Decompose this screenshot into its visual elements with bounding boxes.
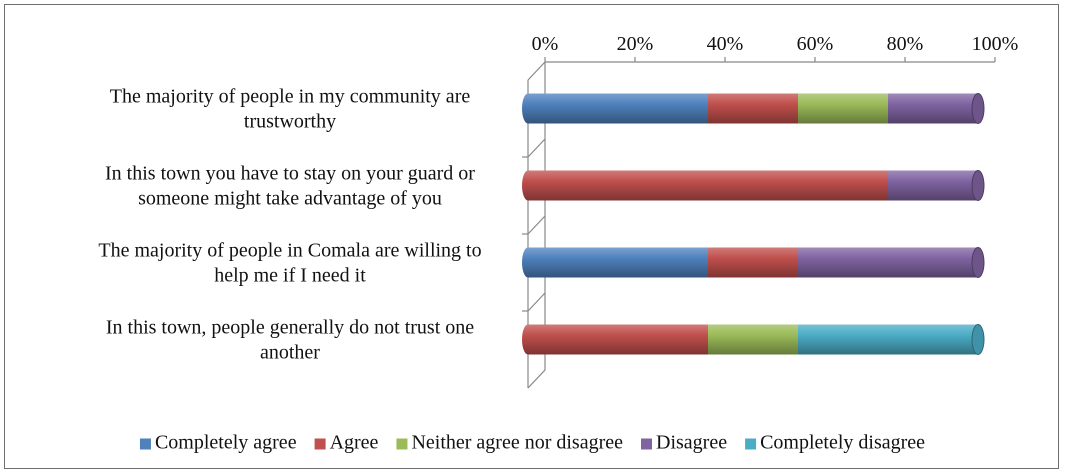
- legend-swatch: [396, 438, 408, 450]
- bar-segment: [798, 247, 978, 278]
- axis-wall: [527, 62, 546, 389]
- legend-label: Neither agree nor disagree: [411, 432, 623, 454]
- x-tick-label: 0%: [532, 33, 559, 55]
- bar-start-cap: [522, 170, 534, 201]
- category-separator: [527, 215, 546, 235]
- category-label: The majority of people in Comala are wil…: [98, 240, 481, 262]
- category-label: someone might take advantage of you: [138, 188, 442, 210]
- x-tick-label: 40%: [707, 33, 744, 55]
- x-tick-label: 80%: [887, 33, 924, 55]
- legend-label: Completely agree: [155, 432, 297, 454]
- category-labels: The majority of people in my community a…: [98, 86, 481, 364]
- bar-segment: [888, 170, 978, 201]
- legend-label: Agree: [330, 432, 379, 454]
- legend-swatch: [314, 438, 326, 450]
- x-tick-label: 20%: [617, 33, 654, 55]
- category-label: another: [260, 342, 320, 364]
- x-tick-label: 60%: [797, 33, 834, 55]
- legend-label: Disagree: [656, 432, 727, 454]
- category-label: In this town, people generally do not tr…: [106, 317, 474, 339]
- bar-segment: [708, 324, 798, 355]
- legend-label: Completely disagree: [760, 432, 925, 454]
- bar-end-cap: [971, 247, 985, 278]
- category-label: The majority of people in my community a…: [110, 86, 471, 108]
- x-tick-label: 100%: [972, 33, 1019, 55]
- bar-segment: [528, 93, 708, 124]
- legend: Completely agree Agree Neither agree nor d…: [139, 432, 925, 454]
- bar-segment: [528, 170, 888, 201]
- category-separator: [527, 138, 546, 158]
- category-label: trustworthy: [244, 111, 336, 133]
- bar-end-cap: [971, 93, 985, 124]
- legend-swatch: [745, 438, 757, 450]
- bar-segment: [708, 93, 798, 124]
- category-label: In this town you have to stay on your gu…: [105, 163, 475, 185]
- category-label: help me if I need it: [214, 265, 366, 287]
- bar-start-cap: [522, 324, 534, 355]
- bar-segment: [528, 247, 708, 278]
- bar-start-cap: [522, 247, 534, 278]
- bar-end-cap: [971, 324, 985, 355]
- x-tick-labels: 0% 20% 40% 60% 80% 100%: [532, 33, 1019, 55]
- bar-segment: [708, 247, 798, 278]
- bar-segment: [798, 324, 978, 355]
- bar-segment: [888, 93, 978, 124]
- bar-start-cap: [522, 93, 534, 124]
- chart-frame: [4, 4, 1059, 469]
- bar-end-cap: [971, 170, 985, 201]
- legend-swatch: [139, 438, 151, 450]
- legend-swatch: [641, 438, 653, 450]
- bar-segment: [798, 93, 888, 124]
- axis-top-edge: [527, 61, 546, 81]
- category-separator: [527, 292, 546, 312]
- bars: [522, 93, 985, 355]
- bar-segment: [528, 324, 708, 355]
